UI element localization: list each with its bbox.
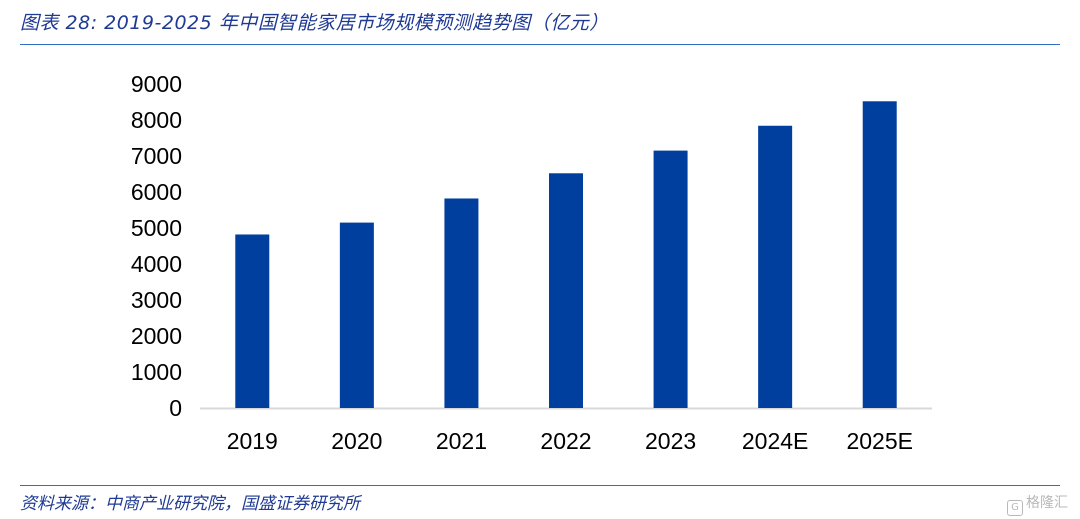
bars (235, 101, 897, 408)
watermark: G 格隆汇 (1007, 492, 1068, 516)
y-tick-label: 7000 (131, 143, 182, 169)
y-tick-label: 8000 (131, 107, 182, 133)
x-tick-label: 2019 (227, 428, 278, 454)
y-tick-label: 5000 (131, 215, 182, 241)
x-tick-label: 2020 (331, 428, 382, 454)
source-note: 资料来源：中商产业研究院，国盛证券研究所 (20, 494, 360, 514)
bar-2023 (653, 150, 688, 408)
y-tick-label: 2000 (131, 323, 182, 349)
x-tick-label: 2021 (436, 428, 487, 454)
y-axis: 0 1000 2000 3000 4000 5000 6000 7000 8000 9000 (131, 71, 182, 421)
y-tick-label: 4000 (131, 251, 182, 277)
x-tick-label: 2024E (742, 428, 809, 454)
y-tick-label: 6000 (131, 179, 182, 205)
source-divider (20, 485, 1060, 486)
x-tick-label: 2022 (540, 428, 591, 454)
g-logo-icon: G (1007, 500, 1023, 516)
bar-2021 (444, 198, 479, 408)
x-tick-label: 2023 (645, 428, 696, 454)
y-tick-label: 0 (169, 395, 182, 421)
bar-2022 (549, 173, 583, 408)
bar-2024E (758, 125, 793, 408)
y-tick-label: 3000 (131, 287, 182, 313)
bar-2025E (862, 101, 897, 408)
watermark-text: 格隆汇 (1026, 495, 1068, 511)
bar-2019 (235, 234, 270, 408)
x-axis: 2019 2020 2021 2022 2023 2024E 2025E (227, 428, 913, 454)
title-divider (20, 44, 1060, 45)
x-tick-label: 2025E (846, 428, 913, 454)
bar-2020 (339, 222, 374, 408)
figure-title: 图表 28: 2019-2025 年中国智能家居市场规模预测趋势图（亿元） (20, 12, 609, 34)
y-tick-label: 1000 (131, 359, 182, 385)
y-tick-label: 9000 (131, 71, 182, 97)
